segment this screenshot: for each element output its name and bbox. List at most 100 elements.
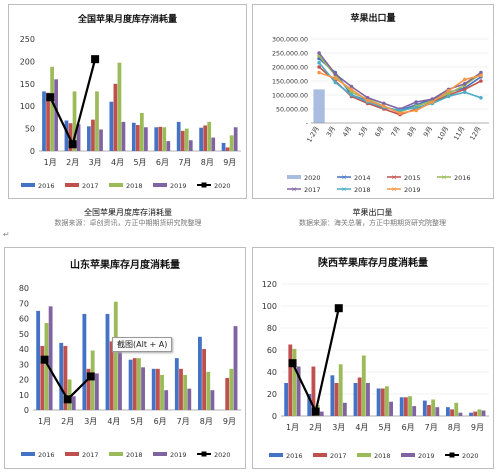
bar-2019-8月 [211, 137, 216, 151]
bar-2016-3月 [330, 375, 335, 416]
screenshot-tooltip: 截图(Alt + A) [112, 337, 173, 352]
legend-swatch-2020 [287, 175, 301, 179]
y-tick-label: 100 [262, 302, 277, 311]
x-tick-label: 4月 [107, 417, 120, 426]
bar-2016-6月 [154, 127, 159, 151]
legend-marker-2017: × [291, 186, 297, 194]
point-2020-1月 [40, 355, 49, 364]
y-tick-label: 50 [25, 125, 35, 134]
legend-swatch-2019 [153, 183, 167, 187]
x-tick-label: 3月 [332, 423, 345, 432]
bar-2016-2月 [59, 342, 64, 410]
bar-2017-7月 [427, 405, 431, 416]
bar-2016-2月 [307, 394, 312, 416]
legend-label-2014: 2014 [354, 174, 371, 182]
point-2019-8月 [414, 108, 418, 113]
x-tick-label: 9月 [471, 423, 484, 432]
bar-2019-5月 [141, 367, 145, 410]
bar-2016-1月 [284, 383, 289, 416]
chart-shaanxi: 陕西苹果库存月度消耗量 0 20 40 60 80 100 120 1月 2月 3月 4月 5月 6月 7月… [262, 256, 489, 460]
chart-title: 山东苹果库存月度消耗量 [70, 258, 180, 271]
legend-label-2018: 2018 [126, 182, 143, 190]
x-tick-label: 8月 [200, 417, 213, 426]
legend-label-2016: 2016 [38, 182, 55, 190]
bar-2016-6月 [399, 397, 404, 416]
y-tick-label: 60 [19, 315, 29, 324]
legend-label-2019: 2019 [404, 186, 421, 194]
legend-label-2020: 2020 [214, 182, 231, 190]
bar-2019-7月 [435, 407, 440, 416]
chart-panel-shaanxi: 陕西苹果库存月度消耗量 0 20 40 60 80 100 120 1月 2月 3月 4月 5月 6月 7月… [252, 247, 494, 469]
point-2015-12月 [479, 79, 483, 83]
legend-swatch-2017 [65, 183, 79, 187]
point-2017-4月 [349, 84, 354, 89]
x-tick-label: 5月 [133, 158, 146, 167]
y-tick-label: 40 [19, 345, 29, 354]
legend-swatch-2017 [65, 452, 79, 456]
y-tick-label: 120 [262, 280, 277, 289]
bar-2017-9月 [225, 147, 230, 151]
y-tick-label: 150,000.00 [272, 79, 308, 86]
caption-exports: 苹果出口量 数据来源：海关总署，方正中期期货研究院整理 [250, 207, 495, 229]
legend-label-2020: 2020 [462, 452, 479, 460]
legend-label-2018: 2018 [126, 451, 143, 459]
bar-2018-4月 [113, 301, 118, 410]
x-tick-label: 1-2月 [305, 125, 320, 144]
point-2016-4月 [349, 90, 354, 94]
legend-label-2017: 2017 [304, 186, 321, 194]
return-mark: ↵ [3, 230, 10, 239]
bar-2018-6月 [408, 396, 412, 416]
y-tick-label: 30 [19, 360, 29, 369]
point-2018-4月 [349, 93, 354, 97]
y-tick-label: 200,000.00 [272, 65, 308, 72]
legend-swatch-2016 [21, 183, 35, 187]
legend-label-2018: 2018 [374, 452, 391, 460]
bar-2017-7月 [179, 368, 183, 410]
caption-exports-source: 数据来源：海关总署，方正中期期货研究院整理 [299, 219, 446, 227]
bar-2017-3月 [334, 383, 339, 416]
bar-2017-7月 [180, 130, 185, 151]
y-tick-label: 20 [19, 376, 29, 385]
bar-2016-5月 [128, 359, 133, 410]
legend-label-2017: 2017 [82, 182, 99, 190]
x-tick-label: 6月 [154, 417, 167, 426]
legend-label-2016: 2016 [286, 452, 303, 460]
y-tick-label: 150 [20, 80, 35, 89]
bar-2018-8月 [207, 121, 212, 151]
point-2018-8月 [414, 105, 418, 110]
caption-national-title: 全国苹果月度库存消耗量 [84, 208, 172, 217]
y-tick-label: 200 [20, 57, 35, 66]
bar-2018-5月 [137, 358, 141, 410]
bar-2019-9月 [481, 410, 486, 416]
y-tick-label: 0 [30, 147, 35, 156]
bar-2017-2月 [63, 345, 68, 410]
legend-swatch-2018 [357, 453, 371, 457]
bar-2019-2月 [76, 124, 81, 151]
y-tick-label: 10 [19, 391, 29, 400]
x-tick-label: 3月 [84, 417, 97, 426]
bar-2019-6月 [164, 390, 169, 410]
bar-2019-2月 [71, 396, 76, 410]
y-tick-label: 250,000.00 [272, 51, 308, 58]
bar-2016-3月 [82, 313, 87, 410]
chart-title: 苹果出口量 [350, 12, 395, 24]
bar-2018-6月 [162, 127, 167, 151]
caption-national-source: 数据来源：卓创资讯，方正中期期货研究院整理 [54, 219, 202, 227]
bar-2017-6月 [403, 397, 408, 416]
bar-2016-5月 [376, 388, 381, 416]
chart-panel-shandong: 山东苹果库存月度消耗量 0 10 20 30 40 50 60 70 80 1月 2月 3月 4月 5月 6月… [4, 247, 246, 469]
point-2019-12月 [479, 73, 483, 78]
point-2020-3月 [86, 372, 95, 381]
caption-exports-title: 苹果出口量 [352, 208, 393, 217]
bar-2019-6月 [166, 141, 171, 151]
bar-2018-1月 [292, 348, 297, 416]
legend-label-2016: 2016 [38, 451, 55, 459]
bar-2018-4月 [117, 62, 122, 151]
bar-2017-4月 [113, 83, 118, 151]
bar-2016-2月 [64, 120, 69, 151]
x-tick-label: 1月 [286, 423, 299, 432]
bar-2018-9月 [229, 368, 234, 410]
x-tick-label: 6月 [402, 423, 415, 432]
bar-2018-2月 [67, 379, 72, 410]
point-2017-1-2月 [317, 51, 321, 55]
